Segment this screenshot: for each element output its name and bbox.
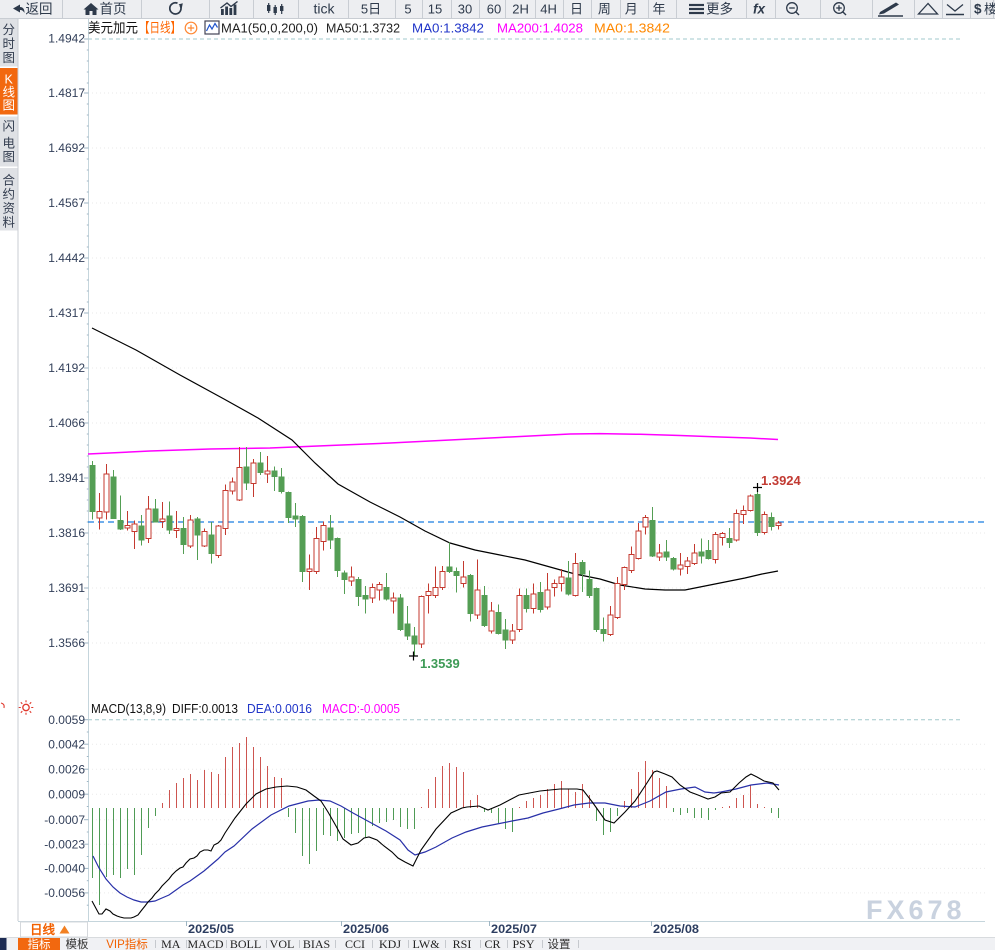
svg-text:30: 30 [458,2,472,17]
svg-text:5日: 5日 [361,2,381,17]
svg-text:1.4317: 1.4317 [48,306,85,320]
svg-text:更多: 更多 [706,1,733,17]
svg-text:1.4817: 1.4817 [48,86,85,100]
svg-text:周: 周 [598,2,611,17]
svg-text:线: 线 [2,86,15,100]
svg-text:4H: 4H [540,2,557,17]
svg-text:0.0059: 0.0059 [48,713,85,727]
svg-text:图: 图 [2,51,15,65]
svg-text:MACD:-0.0005: MACD:-0.0005 [322,702,400,716]
svg-text:MA0:1.3842: MA0:1.3842 [412,22,484,36]
svg-text:年: 年 [652,2,665,17]
svg-text:指标: 指标 [28,937,51,950]
svg-text:MA50:1.3732: MA50:1.3732 [326,22,400,36]
svg-text:-0.0023: -0.0023 [44,837,85,851]
svg-text:料: 料 [2,216,15,230]
svg-text:设置: 设置 [548,938,571,950]
svg-text:1.4066: 1.4066 [48,416,85,430]
svg-text:MACD: MACD [187,937,223,950]
svg-text:5: 5 [404,2,411,17]
svg-text:MA200:1.4028: MA200:1.4028 [497,22,583,36]
svg-text:资: 资 [2,202,15,216]
svg-text:1.3816: 1.3816 [48,526,85,540]
svg-text:图: 图 [2,99,15,113]
svg-text:1.4442: 1.4442 [48,251,85,265]
svg-text:1.4567: 1.4567 [48,196,85,210]
svg-text:DEA:0.0016: DEA:0.0016 [247,702,312,716]
svg-text:2025/07: 2025/07 [491,922,537,936]
svg-text:分: 分 [2,23,15,37]
svg-text:电: 电 [2,137,15,151]
svg-text:KDJ: KDJ [379,937,401,950]
svg-text:1.3941: 1.3941 [48,471,85,485]
svg-text:1.4942: 1.4942 [48,32,85,46]
svg-text:日线: 日线 [30,922,56,937]
svg-text:FX678: FX678 [866,895,966,925]
svg-text:图: 图 [2,150,15,164]
svg-text:约: 约 [2,187,15,202]
svg-text:1.3566: 1.3566 [48,636,85,650]
svg-text:美元加元: 美元加元 [88,21,138,36]
svg-text:2025/08: 2025/08 [653,922,699,936]
svg-text:tick: tick [314,1,336,17]
svg-text:2025/06: 2025/06 [343,922,389,936]
svg-text:VIP指标: VIP指标 [106,937,148,950]
svg-text:CCI: CCI [345,937,365,950]
svg-text:2025/05: 2025/05 [188,922,234,936]
svg-text:楼: 楼 [984,2,995,17]
svg-text:MA0:1.3842: MA0:1.3842 [594,22,670,36]
svg-text:模板: 模板 [66,937,89,950]
svg-text:-0.0007: -0.0007 [44,813,85,827]
svg-text:PSY: PSY [512,937,534,950]
svg-text:BOLL: BOLL [230,937,261,950]
svg-text:-0.0056: -0.0056 [44,886,85,900]
svg-text:首页: 首页 [100,2,127,17]
svg-text:0.0042: 0.0042 [48,737,85,751]
svg-text:0.0009: 0.0009 [48,787,85,801]
svg-text:返回: 返回 [26,2,53,17]
svg-text:15: 15 [428,2,442,17]
svg-text:1.3539: 1.3539 [420,656,460,671]
svg-text:MACD(13,8,9): MACD(13,8,9) [91,702,166,716]
svg-text:1.4192: 1.4192 [48,361,85,375]
svg-text:BIAS: BIAS [303,937,330,950]
svg-text:1.3924: 1.3924 [761,473,802,488]
svg-text:60: 60 [487,2,501,17]
svg-text:1.4692: 1.4692 [48,141,85,155]
svg-text:K: K [5,73,14,87]
svg-text:【日线】: 【日线】 [139,21,181,36]
svg-text:2H: 2H [512,2,529,17]
svg-text:1.3691: 1.3691 [48,581,85,595]
svg-text:VOL: VOL [270,937,295,950]
svg-text:DIFF:0.0013: DIFF:0.0013 [172,702,238,716]
svg-text:合: 合 [2,173,15,188]
svg-text:时: 时 [2,37,15,51]
svg-text:日: 日 [570,2,583,17]
svg-text:fx: fx [753,2,765,17]
svg-text:-0.0040: -0.0040 [44,862,85,876]
svg-text:MA1(50,0,200,0): MA1(50,0,200,0) [221,22,318,36]
svg-text:月: 月 [625,2,638,17]
svg-text:$: $ [974,2,982,17]
svg-text:0.0026: 0.0026 [48,762,85,776]
svg-text:MA: MA [161,937,181,950]
svg-text:LW&: LW& [412,937,440,950]
svg-text:闪: 闪 [2,120,15,134]
svg-text:CR: CR [484,937,500,950]
svg-text:RSI: RSI [453,937,472,950]
